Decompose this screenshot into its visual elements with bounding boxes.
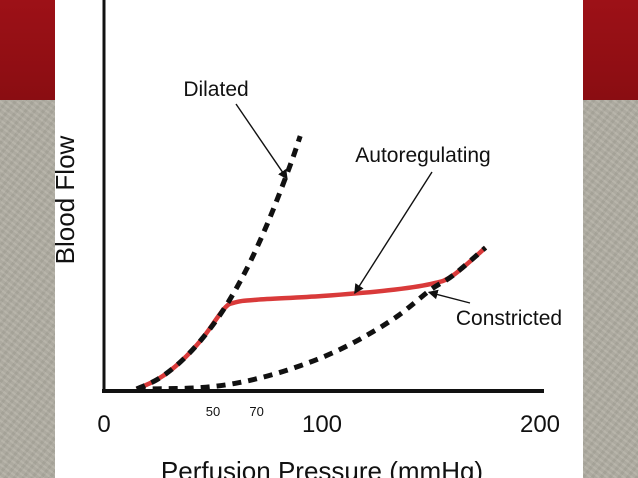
annotation-dilated: Dilated [183,78,248,101]
series-line-autoregulating [135,245,487,392]
x-minor-tick-label-70: 70 [249,404,263,419]
x-axis-title: Perfusion Pressure (mmHg) [161,456,483,478]
figure-panel [55,0,583,478]
annotation-arrow-autoregulating [354,171,433,295]
x-minor-tick-label-50: 50 [206,404,220,419]
curves [135,135,488,392]
x-tick-label-0: 0 [97,411,110,438]
axes [102,0,544,393]
y-axis-title: Blood Flow [50,135,80,264]
annotations: Dilated Autoregulating Constricted [183,78,562,330]
x-tick-label-200: 200 [520,411,560,438]
series-line-constricted [136,245,488,392]
annotation-arrow-constricted [427,289,471,304]
x-tick-label-100: 100 [302,411,342,438]
annotation-constricted: Constricted [456,307,562,330]
annotation-autoregulating: Autoregulating [355,144,490,167]
series-line-dilated [135,135,303,392]
x-ticks: 0 100 200 50 70 [97,404,560,438]
annotation-arrow-dilated [235,103,288,180]
